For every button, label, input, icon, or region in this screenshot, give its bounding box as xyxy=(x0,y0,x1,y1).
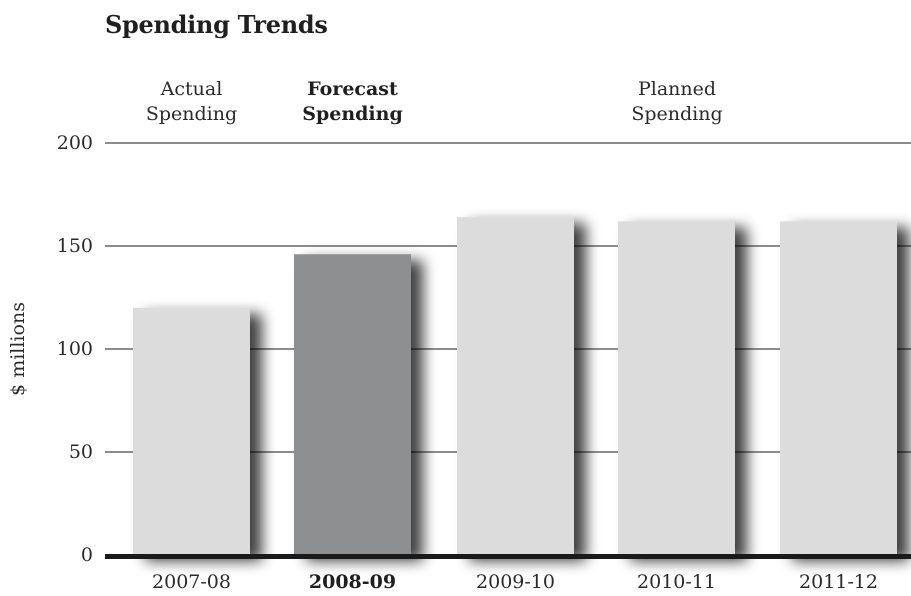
x-tick-label: 2011-12 xyxy=(799,571,878,593)
x-tick-label: 2010-11 xyxy=(637,571,716,593)
y-tick-label: 100 xyxy=(57,338,93,360)
group-label: Forecast xyxy=(307,78,398,100)
group-label: Spending xyxy=(302,103,403,125)
bar xyxy=(780,221,897,555)
group-label: Spending xyxy=(146,103,237,125)
x-tick-label: 2007-08 xyxy=(152,571,231,593)
chart-title: Spending Trends xyxy=(105,10,328,39)
x-tick-label: 2009-10 xyxy=(476,571,555,593)
bar xyxy=(457,217,574,555)
x-axis-baseline xyxy=(105,554,911,559)
y-tick-label: 150 xyxy=(57,235,93,257)
group-label: Planned xyxy=(638,78,716,100)
x-tick-label: 2008-09 xyxy=(309,571,396,593)
group-label: Spending xyxy=(631,103,722,125)
bar xyxy=(133,307,250,555)
bar xyxy=(618,221,735,555)
y-tick-label: 200 xyxy=(57,132,93,154)
bar xyxy=(294,254,411,556)
y-tick-label: 0 xyxy=(81,544,93,566)
group-label: Actual xyxy=(160,78,223,100)
y-tick-label: 50 xyxy=(69,441,93,463)
y-axis-title: $ millions xyxy=(7,302,29,396)
